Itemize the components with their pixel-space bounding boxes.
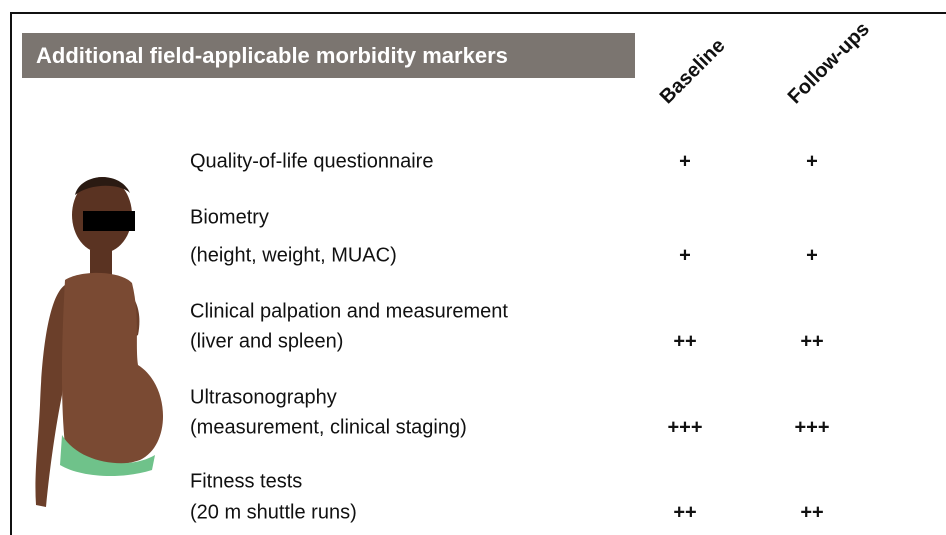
rating-mark: ++ (800, 502, 823, 525)
row-label: Ultrasonography (190, 387, 337, 410)
rating-mark: +++ (794, 417, 829, 440)
rating-mark: ++ (673, 331, 696, 354)
child-photo (20, 165, 180, 525)
title: Additional field-applicable morbidity ma… (22, 33, 635, 78)
rating-mark: + (679, 245, 691, 268)
page: Additional field-applicable morbidity ma… (0, 0, 946, 535)
row-label: Biometry (190, 207, 269, 230)
row-label: (measurement, clinical staging) (190, 417, 467, 440)
row-label: Clinical palpation and measurement (190, 301, 508, 324)
row-label: (liver and spleen) (190, 331, 343, 354)
rating-mark: ++ (673, 502, 696, 525)
rating-mark: ++ (800, 331, 823, 354)
row-label: Quality-of-life questionnaire (190, 151, 433, 174)
rating-mark: +++ (667, 417, 702, 440)
rating-mark: + (806, 245, 818, 268)
row-label: (height, weight, MUAC) (190, 245, 397, 268)
row-label: Fitness tests (190, 471, 302, 494)
rating-mark: + (679, 151, 691, 174)
rating-mark: + (806, 151, 818, 174)
row-label: (20 m shuttle runs) (190, 502, 357, 525)
